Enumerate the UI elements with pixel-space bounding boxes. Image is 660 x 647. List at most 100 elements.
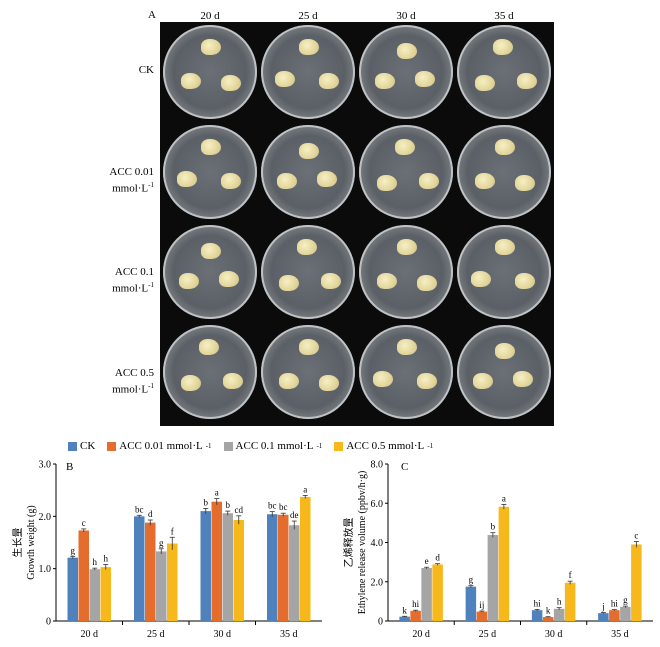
petri-dish <box>261 325 355 419</box>
callus-colony <box>417 275 437 291</box>
row-label-acc-001: ACC 0.01 mmol·L-1 <box>64 166 154 196</box>
row-label-line1: ACC 0.1 <box>114 266 154 278</box>
significance-letter: de <box>290 510 299 520</box>
bar <box>564 582 576 621</box>
row-label-line2: mmol·L-1 <box>112 281 154 295</box>
x-tick-label: 35 d <box>280 629 298 640</box>
bar <box>233 519 244 621</box>
petri-dish <box>359 25 453 119</box>
x-tick-label: 25 d <box>147 629 165 640</box>
callus-colony <box>475 75 495 91</box>
column-header-35d: 35 d <box>494 10 514 22</box>
petri-dish <box>163 125 257 219</box>
significance-letter: b <box>226 500 231 510</box>
y-tick-label: 3.0 <box>39 460 52 471</box>
callus-colony <box>297 239 317 255</box>
significance-letter: hi <box>412 599 420 609</box>
callus-colony <box>221 75 241 91</box>
row-label-line2: mmol·L-1 <box>112 382 154 396</box>
callus-colony <box>299 143 319 159</box>
petri-dish <box>163 325 257 419</box>
y-axis-label-chinese: 生长量 <box>11 528 24 558</box>
row-label-line1: CK <box>138 64 154 76</box>
callus-colony <box>279 373 299 389</box>
callus-colony <box>179 273 199 289</box>
significance-letter: bc <box>268 501 277 511</box>
significance-letter: b <box>204 497 209 507</box>
bar <box>222 513 233 621</box>
bar <box>300 496 311 621</box>
y-axis-label: Growth weight (g) <box>26 505 37 579</box>
bar <box>620 606 631 621</box>
callus-colony <box>321 273 341 289</box>
legend-item-ck: CK <box>68 440 95 452</box>
y-tick-label: 0 <box>378 617 383 628</box>
petri-dish <box>261 25 355 119</box>
callus-colony <box>395 139 415 155</box>
bar <box>487 535 499 621</box>
legend-item-acc-01: ACC 0.1 mmol·L -1 <box>223 440 322 452</box>
x-tick-label: 20 d <box>412 629 430 640</box>
significance-letter: d <box>148 509 153 519</box>
significance-letter: k <box>402 605 407 615</box>
significance-letter: f <box>171 526 174 536</box>
bar <box>89 569 100 621</box>
callus-colony <box>319 375 339 391</box>
bar <box>267 514 278 621</box>
row-label-line2: mmol·L-1 <box>112 181 154 195</box>
significance-letter: j <box>601 602 605 612</box>
callus-colony <box>397 239 417 255</box>
significance-letter: bc <box>135 504 144 514</box>
significance-letter: a <box>502 493 506 503</box>
significance-letter: ij <box>479 600 484 610</box>
petri-dish <box>163 25 257 119</box>
bar <box>498 506 510 621</box>
callus-colony <box>515 273 535 289</box>
callus-colony <box>219 271 239 287</box>
x-tick-label: 35 d <box>611 629 629 640</box>
callus-colony <box>317 171 337 187</box>
callus-colony <box>177 171 197 187</box>
significance-letter: e <box>425 556 429 566</box>
callus-colony <box>275 71 295 87</box>
significance-letter: d <box>435 553 440 563</box>
significance-letter: h <box>93 557 98 567</box>
x-tick-label: 25 d <box>479 629 497 640</box>
legend-swatch-ck <box>68 441 77 451</box>
petri-dish <box>163 225 257 319</box>
significance-letter: hi <box>611 599 619 609</box>
callus-colony <box>299 39 319 55</box>
petri-dish <box>457 25 551 119</box>
callus-colony <box>419 173 439 189</box>
bar <box>399 616 410 621</box>
x-tick-label: 30 d <box>214 629 232 640</box>
bar <box>100 567 111 621</box>
callus-colony <box>475 173 495 189</box>
row-label-acc-01: ACC 0.1 mmol·L-1 <box>64 266 154 296</box>
significance-letter: hi <box>534 598 542 608</box>
bar <box>211 501 222 621</box>
bar <box>609 610 620 621</box>
callus-colony <box>495 239 515 255</box>
callus-colony <box>375 73 395 89</box>
callus-colony <box>495 139 515 155</box>
x-tick-label: 20 d <box>81 629 99 640</box>
callus-colony <box>397 339 417 355</box>
bar <box>410 610 421 621</box>
callus-colony <box>279 275 299 291</box>
petri-dish <box>457 125 551 219</box>
callus-colony <box>277 173 297 189</box>
legend: CK ACC 0.01 mmol·L -1 ACC 0.1 mmol·L -1 AC… <box>68 440 433 452</box>
bar <box>289 525 300 621</box>
bar <box>278 514 289 621</box>
y-axis-label-chinese: 乙烯释放量 <box>342 518 355 568</box>
callus-colony <box>493 39 513 55</box>
bar <box>421 568 432 621</box>
significance-letter: g <box>159 538 164 548</box>
significance-letter: k <box>546 606 551 616</box>
bar <box>156 551 167 621</box>
y-tick-label: 2.0 <box>39 512 52 523</box>
bar <box>67 557 78 621</box>
callus-colony <box>299 339 319 355</box>
